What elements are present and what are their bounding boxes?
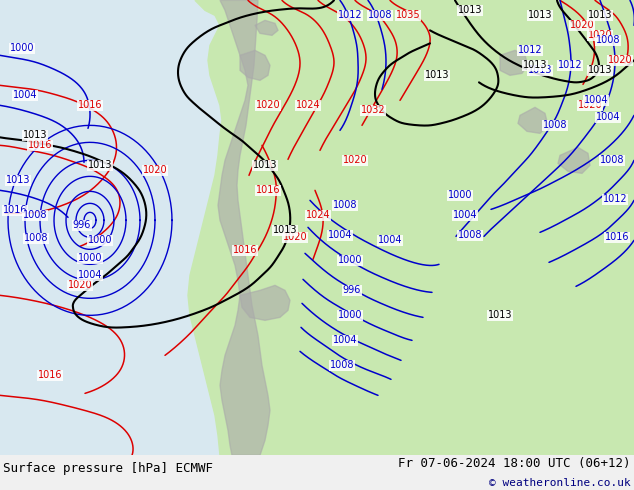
Text: 1000: 1000 [78,253,102,263]
Polygon shape [240,50,270,80]
Text: 1008: 1008 [23,233,48,244]
Text: 1013: 1013 [523,60,547,71]
Text: 1012: 1012 [603,195,627,204]
Text: 1013: 1013 [588,10,612,21]
Text: 1013: 1013 [273,225,297,235]
Text: 1008: 1008 [368,10,392,21]
Text: 1000: 1000 [338,255,362,266]
Text: 1013: 1013 [458,5,482,15]
Text: 1000: 1000 [448,190,472,200]
Text: Fr 07-06-2024 18:00 UTC (06+12): Fr 07-06-2024 18:00 UTC (06+12) [398,457,631,470]
Text: 1013: 1013 [527,65,552,75]
Text: 1008: 1008 [543,121,567,130]
Text: 1013: 1013 [23,130,48,140]
Text: 1012: 1012 [338,10,362,21]
Text: 1013: 1013 [527,10,552,21]
Text: 1008: 1008 [458,230,482,241]
Polygon shape [518,107,548,133]
Text: 1020: 1020 [256,100,280,110]
Text: 1024: 1024 [306,210,330,221]
Text: 1016: 1016 [233,245,257,255]
Text: 1016: 1016 [78,100,102,110]
Text: 996: 996 [343,285,361,295]
Text: 1004: 1004 [596,112,620,122]
Text: 1012: 1012 [558,60,582,71]
Polygon shape [500,50,528,75]
Text: 1012: 1012 [518,46,542,55]
Polygon shape [480,0,634,455]
Polygon shape [240,285,290,320]
Text: 1000: 1000 [87,235,112,245]
Text: 1008: 1008 [600,155,624,165]
Text: © weatheronline.co.uk: © weatheronline.co.uk [489,478,631,488]
Text: 996: 996 [73,220,91,230]
Text: 1016: 1016 [605,232,630,243]
Text: 1020: 1020 [570,21,594,30]
Text: 1000: 1000 [10,43,34,53]
Text: 1013: 1013 [588,65,612,75]
Text: 1032: 1032 [361,105,385,115]
Text: 1020: 1020 [343,155,367,165]
Text: 1008: 1008 [330,360,354,370]
Text: 1004: 1004 [453,210,477,221]
Polygon shape [255,21,278,35]
Text: 1004: 1004 [328,230,353,241]
Text: 1020: 1020 [143,165,167,175]
Text: 1004: 1004 [333,335,357,345]
Text: 1004: 1004 [584,96,608,105]
Text: 1013: 1013 [425,71,450,80]
Polygon shape [558,147,590,173]
Text: 1000: 1000 [338,310,362,320]
Text: 1013: 1013 [488,310,512,320]
Text: 1004: 1004 [378,235,402,245]
Polygon shape [188,0,634,455]
Polygon shape [218,0,270,455]
Text: 1013: 1013 [6,175,30,185]
Text: 1035: 1035 [396,10,420,21]
Text: Surface pressure [hPa] ECMWF: Surface pressure [hPa] ECMWF [3,462,213,475]
Text: 1020: 1020 [607,55,632,65]
Text: 1008: 1008 [23,210,48,221]
Text: 1024: 1024 [295,100,320,110]
Text: 1016: 1016 [3,205,27,215]
Text: 1016: 1016 [38,370,62,380]
Text: 1016: 1016 [256,185,280,196]
Text: 1004: 1004 [78,270,102,280]
Text: 1020: 1020 [578,100,602,110]
Text: 1004: 1004 [13,90,37,100]
Text: 1013: 1013 [87,160,112,171]
Text: 1008: 1008 [596,35,620,46]
Text: 1020: 1020 [68,280,93,291]
Text: 1016: 1016 [28,140,52,150]
Text: 1013: 1013 [253,160,277,171]
Text: 1020: 1020 [588,30,612,40]
Text: 1020: 1020 [283,232,307,243]
Text: 1008: 1008 [333,200,357,210]
